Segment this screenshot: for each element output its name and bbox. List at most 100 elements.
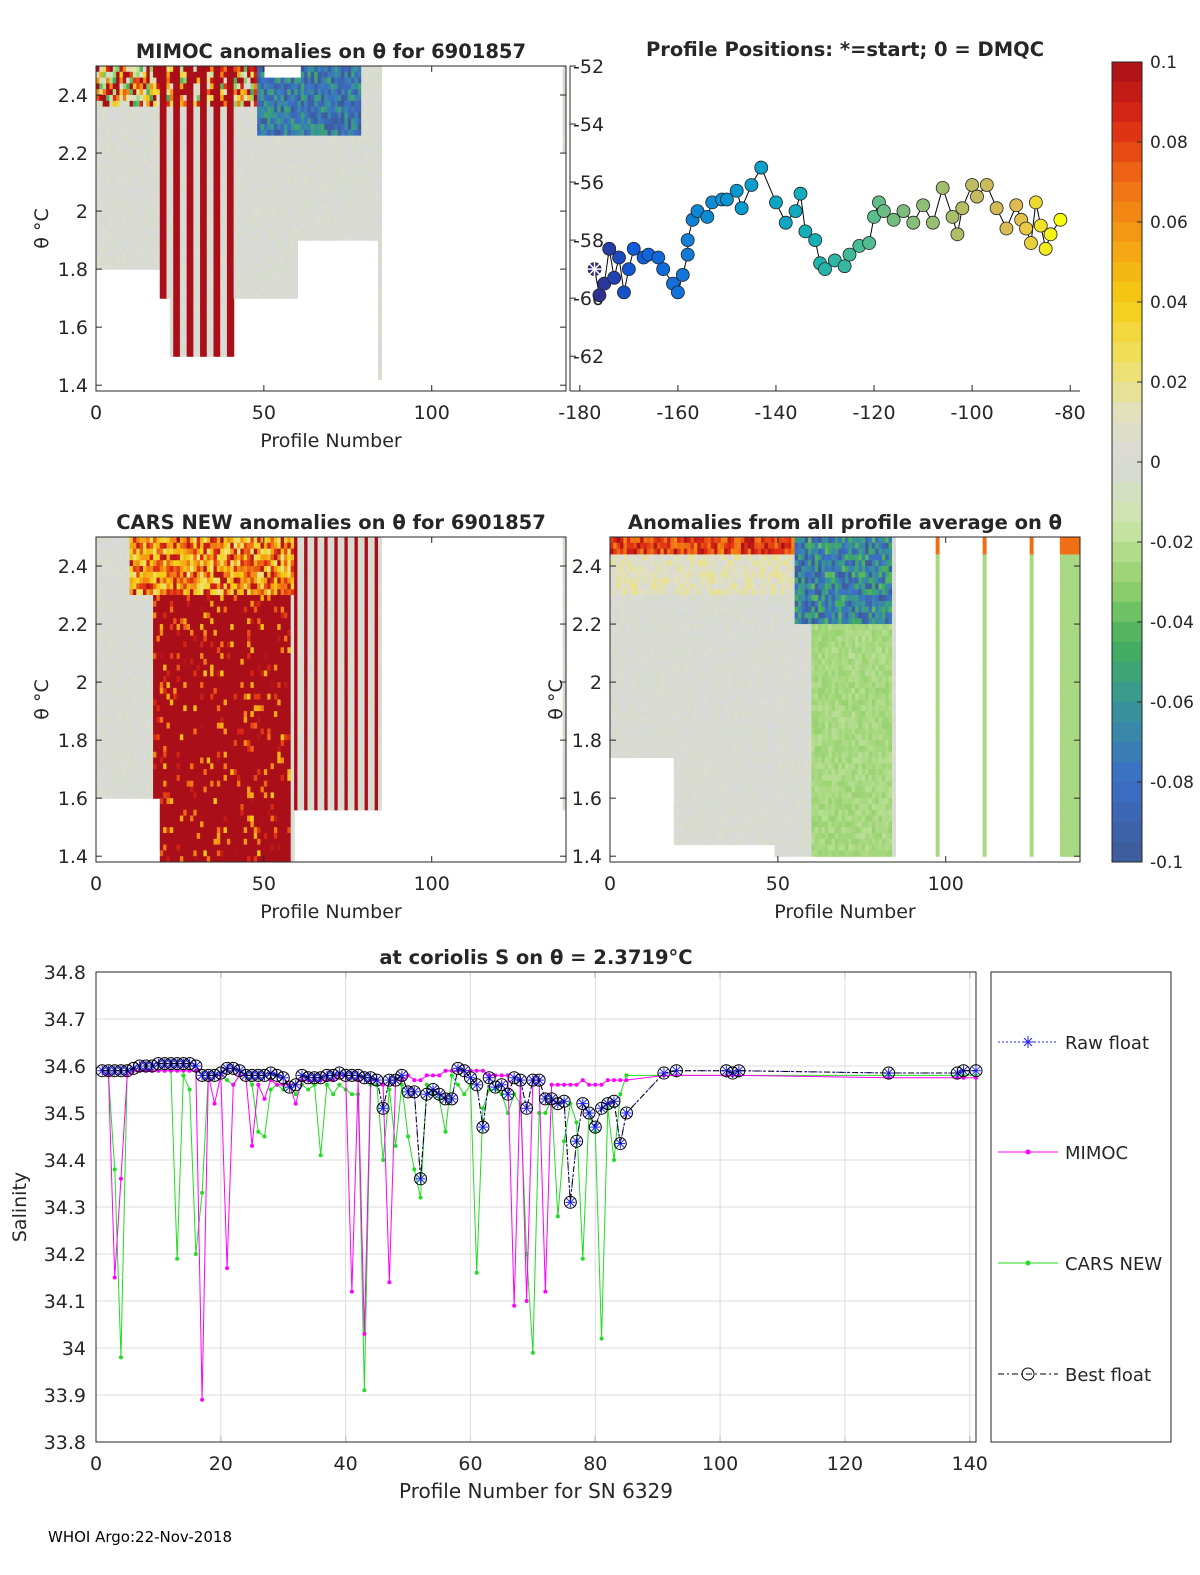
panel-salinity-point-best-float (439, 1092, 453, 1106)
panel-positions-point (602, 241, 617, 256)
panel-salinity-point-best-float (183, 1057, 197, 1071)
panel-salinity-point-cars-new (574, 1120, 579, 1125)
panel-salinity-point-best-float (176, 1057, 190, 1071)
colorbar-tick-label: 0.08 (1150, 133, 1188, 153)
panel-salinity-point-best-float (295, 1068, 309, 1082)
panel-positions-point (965, 178, 980, 192)
panel-salinity-point-mimoc (549, 1082, 554, 1087)
panel-positions-point (729, 183, 744, 198)
colorbar-segment (1112, 322, 1142, 343)
panel-salinity-point-best-float (488, 1080, 502, 1094)
panel-mimoc-ytick-label: 1.8 (58, 259, 88, 281)
panel-salinity-point-cars-new (187, 1087, 192, 1092)
panel-salinity-point-best-float (289, 1078, 303, 1092)
colorbar-segment (1112, 282, 1142, 303)
panel-salinity-point-best-float (251, 1068, 265, 1082)
panel-salinity-point-best-float (345, 1068, 359, 1082)
panel-salinity-point-cars-new (362, 1388, 367, 1393)
panel-positions-xtick-label: -160 (656, 402, 699, 424)
colorbar-segment (1112, 702, 1142, 723)
panel-cars-xtick-label: 50 (252, 873, 276, 895)
panel-salinity-xtick-label: 60 (458, 1453, 482, 1475)
panel-salinity-point-best-float (376, 1101, 390, 1115)
panel-salinity-point-cars-new (262, 1134, 267, 1139)
colorbar-segment (1112, 602, 1142, 623)
panel-salinity-point-best-float (950, 1066, 964, 1080)
panel-salinity-point-mimoc (225, 1266, 230, 1271)
panel-salinity-point-mimoc (412, 1078, 417, 1083)
panel-salinity-xtick-label: 100 (702, 1453, 738, 1475)
panel-salinity-point-mimoc (562, 1082, 567, 1087)
panel-positions-point (979, 178, 994, 192)
panel-cars-ytick-label: 2 (76, 672, 88, 694)
legend-marker-best-float (1021, 1367, 1035, 1381)
panel-salinity-point-cars-new (543, 1111, 548, 1115)
panel-salinity-point-best-float (382, 1073, 396, 1087)
panel-allavg-ytick-label: 2.2 (572, 614, 602, 636)
panel-mimoc-xtick-label: 50 (252, 402, 276, 424)
panel-salinity-point-best-float (189, 1059, 203, 1073)
panel-positions-point (617, 285, 631, 300)
panel-salinity-point-mimoc (568, 1082, 573, 1087)
panel-salinity-point-cars-new (175, 1256, 180, 1261)
panel-salinity-point-mimoc (524, 1299, 529, 1303)
panel-positions-point (778, 215, 793, 230)
panel-cars-xlabel: Profile Number (260, 901, 402, 923)
panel-positions-point (950, 227, 965, 242)
panel-mimoc-ytick-label: 1.4 (58, 375, 88, 397)
panel-salinity-point-mimoc (274, 1082, 279, 1087)
colorbar-segment (1112, 302, 1142, 323)
panel-positions-point (906, 215, 921, 230)
legend-label: CARS NEW (1065, 1254, 1162, 1275)
panel-salinity-point-cars-new (349, 1092, 354, 1097)
colorbar-segment (1112, 462, 1142, 483)
panel-positions-ytick-label: -62 (573, 346, 604, 368)
panel-salinity-point-mimoc (424, 1073, 429, 1078)
colorbar-segment (1112, 102, 1142, 123)
panel-salinity-point-best-float (407, 1085, 421, 1099)
panel-positions-point (680, 247, 695, 262)
panel-salinity-point-best-float (507, 1071, 521, 1085)
panel-mimoc-title: MIMOC anomalies on θ for 6901857 (136, 40, 526, 63)
legend-marker-mimoc (1025, 1149, 1031, 1155)
colorbar-segment (1112, 582, 1142, 603)
colorbar-segment (1112, 662, 1142, 683)
panel-salinity-point-raw-float (378, 1103, 389, 1114)
legend-box (990, 971, 1172, 1443)
panel-salinity-xtick-label: 80 (583, 1453, 607, 1475)
panel-positions-point (862, 236, 877, 250)
panel-positions-ytick-label: -58 (573, 230, 604, 252)
panel-salinity-point-best-float (520, 1101, 534, 1115)
colorbar-segment (1112, 262, 1142, 283)
panel-allavg-ytick-label: 2.4 (572, 556, 602, 578)
panel-salinity-point-mimoc (200, 1397, 205, 1402)
panel-salinity-point-cars-new (612, 1158, 617, 1162)
panel-salinity-line-mimoc (101, 1070, 976, 1400)
panel-positions-point (788, 204, 803, 218)
panel-salinity-frame (95, 971, 977, 1443)
colorbar-segment (1112, 762, 1142, 783)
panel-salinity-point-cars-new (618, 1092, 623, 1097)
panel-salinity-ytick-label: 34.6 (44, 1056, 86, 1078)
panel-positions-point (1009, 198, 1024, 213)
panel-salinity-point-mimoc (543, 1289, 548, 1294)
panel-salinity-point-best-float (570, 1134, 584, 1148)
panel-positions-point (886, 212, 901, 227)
legend-marker-raw-float (1022, 1036, 1034, 1048)
panel-positions-start-marker (588, 263, 601, 275)
panel-positions-xtick-label: -120 (852, 402, 895, 424)
panel-positions-point (876, 204, 891, 218)
panel-salinity-ytick-label: 34.2 (44, 1244, 86, 1266)
panel-salinity-point-cars-new (225, 1078, 230, 1083)
panel-salinity-point-cars-new (418, 1195, 423, 1200)
panel-salinity-ytick-label: 34.7 (44, 1009, 86, 1031)
panel-salinity-point-cars-new (381, 1158, 386, 1162)
panel-salinity-xtick-label: 120 (827, 1453, 863, 1475)
panel-salinity-point-cars-new (324, 1082, 329, 1087)
panel-salinity-ytick-label: 34.4 (44, 1150, 86, 1172)
panel-salinity-point-cars-new (193, 1252, 198, 1256)
panel-allavg-xtick-label: 0 (604, 873, 616, 895)
panel-positions-point (769, 195, 783, 210)
panel-positions-point (734, 201, 749, 216)
panel-positions-point (656, 262, 671, 277)
